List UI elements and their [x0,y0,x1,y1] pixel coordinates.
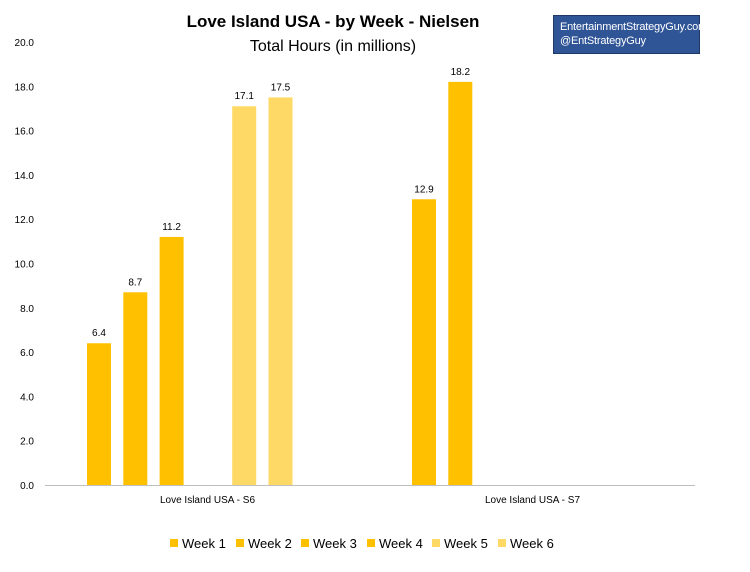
legend-swatch [432,539,440,547]
data-label: 17.5 [271,82,291,93]
legend-swatch [236,539,244,547]
y-tick-label: 12.0 [15,215,35,226]
bar-week-2-s7 [448,81,473,486]
x-category-label: Love Island USA - S6 [160,495,255,506]
data-label: 6.4 [92,328,106,339]
credit-box: EntertainmentStrategyGuy.com @EntStrateg… [553,15,708,54]
legend-swatch [367,539,375,547]
legend-swatch [170,539,178,547]
legend-label: Week 5 [444,536,488,551]
y-tick-label: 20.0 [15,38,35,49]
legend-label: Week 6 [510,536,554,551]
y-tick-label: 10.0 [15,260,35,271]
y-tick-label: 4.0 [20,392,34,403]
bar-week-2-s6 [123,292,148,485]
chart-subtitle: Total Hours (in millions) [250,38,416,55]
chart-title: Love Island USA - by Week - Nielsen [187,12,480,31]
credit-website: EntertainmentStrategyGuy.com [560,21,708,33]
legend-swatch [301,539,309,547]
x-axis-categories: Love Island USA - S6 Love Island USA - S7 [160,495,580,506]
bar-week-1-s7 [412,199,436,485]
bar-week-1-s6 [87,343,111,485]
y-tick-label: 0.0 [20,481,34,492]
data-label: 8.7 [128,277,142,288]
data-label: 17.1 [234,91,254,102]
data-labels: 6.4 8.7 11.2 17.1 17.5 12.9 18.2 [92,67,470,339]
bar-week-5-s6 [232,106,257,486]
legend-swatch [498,539,506,547]
legend-label: Week 4 [379,536,423,551]
y-tick-label: 8.0 [20,304,34,315]
data-label: 12.9 [414,184,434,195]
y-axis: 0.0 2.0 4.0 6.0 8.0 10.0 12.0 14.0 16.0 18.0 20.0 [15,38,35,492]
data-label: 11.2 [162,222,181,233]
legend-label: Week 3 [313,536,357,551]
legend: Week 1 Week 2 Week 3 Week 4 Week 5 Week 6 [170,536,554,551]
legend-label: Week 2 [248,536,292,551]
legend-label: Week 1 [182,536,226,551]
x-category-label: Love Island USA - S7 [485,495,580,506]
bar-week-3-s6 [159,236,184,485]
y-tick-label: 14.0 [15,171,35,182]
credit-handle: @EntStrategyGuy [560,35,646,47]
y-tick-label: 16.0 [15,127,35,138]
bars [87,81,473,486]
y-tick-label: 6.0 [20,348,34,359]
data-label: 18.2 [451,67,471,78]
bar-week-6-s6 [268,97,293,485]
y-tick-label: 2.0 [20,437,34,448]
y-tick-label: 18.0 [15,82,35,93]
